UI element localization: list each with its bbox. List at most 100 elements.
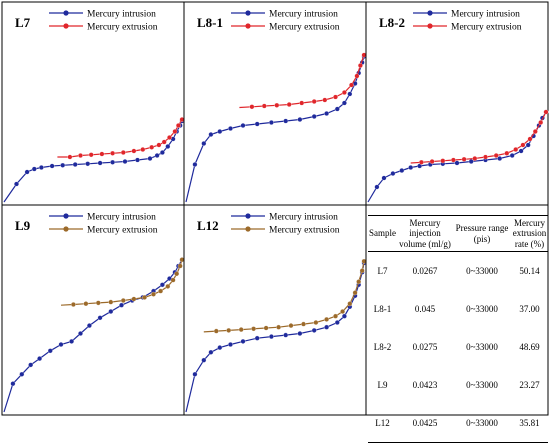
cell-sample: L7: [377, 266, 388, 277]
cell-sample: L9: [377, 380, 388, 391]
header-injection-volume: Mercury injection volume (ml/g): [397, 215, 453, 253]
header-extrusion-rate: Mercury extrusion rate (%): [511, 215, 548, 253]
legend-marker: [245, 23, 251, 29]
cell-sample: L12: [368, 404, 397, 443]
data-point: [86, 323, 92, 329]
data-point: [429, 159, 435, 164]
legend-label: Mercury intrusion: [451, 10, 520, 20]
legend-label: Mercury extrusion: [269, 226, 340, 236]
data-point: [532, 129, 538, 134]
data-point: [88, 152, 94, 158]
data-point: [175, 123, 181, 128]
data-point: [340, 309, 346, 314]
data-point: [408, 165, 414, 170]
legend-marker: [245, 213, 251, 219]
data-point: [170, 277, 176, 283]
chart-panel-l9: L9 Mercury intrusion Mercury extrusion: [1, 204, 185, 416]
data-point: [49, 163, 55, 169]
mercury-porosimetry-figure: L7 Mercury intrusion Mercury extrusion L8-1…: [1, 1, 549, 416]
data-point: [418, 159, 424, 165]
chart-frame: [1, 1, 185, 206]
data-point: [341, 100, 347, 106]
data-point: [78, 153, 83, 158]
data-point: [149, 144, 155, 150]
data-point: [347, 301, 353, 307]
data-point: [381, 175, 387, 181]
data-point: [110, 159, 116, 165]
chart-title: L12: [197, 218, 219, 233]
data-point: [297, 117, 303, 122]
data-point: [297, 331, 303, 336]
data-point: [461, 156, 467, 162]
data-point: [28, 362, 34, 368]
data-point: [37, 356, 43, 362]
data-point: [527, 136, 533, 142]
data-point: [263, 325, 269, 331]
data-point: [518, 148, 524, 154]
data-point: [151, 291, 156, 297]
data-point: [120, 298, 126, 303]
data-point: [83, 301, 89, 307]
data-point: [217, 129, 223, 134]
data-point: [472, 156, 478, 161]
legend-marker: [427, 10, 433, 16]
data-point: [172, 129, 178, 134]
cell-injection-volume: 0.0425: [397, 404, 453, 443]
data-point: [110, 150, 116, 156]
data-point: [31, 166, 37, 172]
data-point: [135, 157, 140, 163]
chart-panel-l12: L12 Mercury intrusion Mercury extrusion: [183, 204, 367, 416]
data-point: [538, 120, 544, 125]
data-point: [78, 331, 83, 336]
data-point: [97, 160, 103, 166]
legend-label: Mercury extrusion: [87, 23, 158, 33]
data-point: [177, 263, 183, 269]
cell-pressure-range: 0~33000: [466, 304, 498, 315]
data-point: [159, 282, 165, 288]
data-point: [47, 348, 53, 354]
data-point: [131, 148, 137, 154]
table-row: L7 0.0267 0~33000 50.14: [368, 252, 548, 291]
data-point: [341, 90, 347, 95]
data-point: [122, 159, 128, 164]
data-point: [333, 313, 338, 319]
data-point: [324, 111, 330, 116]
data-point: [97, 315, 103, 321]
data-point: [274, 102, 280, 108]
data-point: [311, 99, 317, 104]
data-point: [504, 150, 510, 156]
data-point: [158, 288, 164, 294]
data-point: [374, 184, 380, 190]
data-point: [201, 141, 207, 146]
chart-title: L8-1: [197, 15, 223, 30]
data-point: [497, 156, 503, 161]
data-point: [238, 327, 244, 333]
data-point: [334, 320, 340, 325]
summary-table-header: Sample Mercury injection volume (ml/g) P…: [368, 215, 548, 253]
series-line: [57, 119, 183, 158]
legend-marker: [245, 10, 251, 16]
data-point: [24, 169, 30, 175]
data-point: [359, 268, 365, 274]
series-line: [410, 111, 547, 164]
data-point: [95, 300, 101, 306]
chart-title: L7: [15, 15, 31, 30]
data-point: [19, 371, 25, 377]
legend-label: Mercury intrusion: [269, 10, 338, 20]
data-point: [509, 153, 515, 158]
cell-injection-volume: 0.0423: [412, 380, 438, 391]
cell-extrusion-rate: 37.00: [519, 304, 540, 315]
data-point: [333, 94, 338, 100]
data-point: [165, 283, 171, 289]
chart-frame: [1, 204, 185, 416]
data-point: [493, 153, 499, 158]
data-point: [261, 103, 267, 109]
chart-frame: [365, 1, 549, 206]
data-point: [70, 302, 76, 307]
legend-marker: [245, 226, 251, 232]
data-point: [165, 144, 171, 149]
data-point: [324, 316, 330, 322]
data-point: [313, 320, 319, 325]
header-sample: Sample: [368, 215, 397, 253]
data-point: [286, 102, 292, 107]
